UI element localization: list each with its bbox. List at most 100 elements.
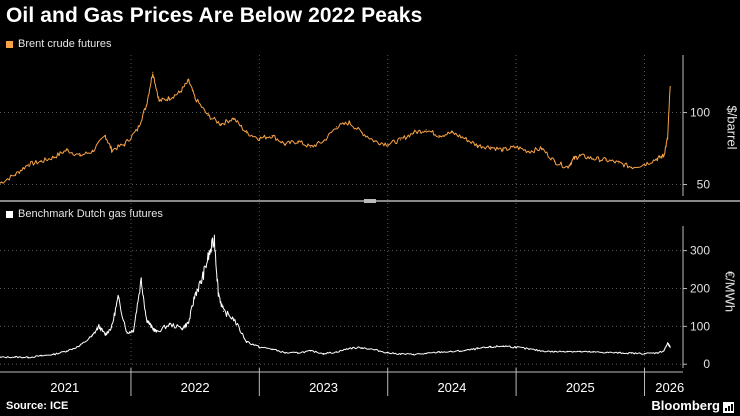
- legend-gas-swatch: [6, 210, 13, 218]
- oil-data-point: [111, 149, 113, 151]
- gas-data-point: [194, 293, 196, 295]
- gas-data-point: [502, 345, 504, 347]
- gas-data-point: [335, 351, 337, 353]
- gas-data-point: [656, 352, 658, 354]
- gas-data-point: [271, 348, 273, 350]
- oil-data-point: [554, 160, 556, 163]
- gas-data-point: [53, 353, 55, 355]
- oil-data-point: [0, 182, 1, 184]
- gas-data-point: [669, 346, 671, 348]
- gas-data-point: [233, 318, 235, 320]
- oil-data-point: [663, 155, 665, 157]
- oil-data-point: [40, 160, 42, 163]
- gas-data-point: [554, 351, 556, 353]
- oil-data-point: [66, 149, 68, 151]
- oil-data-point: [158, 100, 160, 102]
- oil-data-point: [335, 126, 337, 128]
- gas-data-point: [310, 350, 312, 352]
- gas-data-point: [387, 352, 389, 354]
- gas-data-point: [374, 349, 376, 351]
- gas-data-point: [150, 326, 153, 328]
- gas-tick-label-200: 200: [690, 281, 710, 295]
- gas-data-point: [217, 291, 219, 293]
- oil-data-point: [14, 173, 16, 175]
- gas-data-point: [348, 347, 350, 349]
- oil-data-point: [477, 145, 479, 147]
- legend-oil-swatch: [6, 40, 13, 48]
- gas-data-point: [168, 323, 171, 326]
- gas-data-point: [91, 335, 93, 337]
- oil-data-point: [667, 137, 669, 139]
- oil-data-point: [400, 139, 402, 141]
- oil-data-point: [271, 135, 273, 137]
- gas-data-point: [515, 346, 517, 348]
- legend-gas-label: Benchmark Dutch gas futures: [18, 208, 163, 220]
- oil-data-point: [194, 97, 196, 99]
- oil-data-point: [168, 97, 171, 99]
- oil-tick-label-100: 100: [690, 106, 710, 120]
- oil-data-point: [464, 137, 466, 139]
- gas-data-point: [477, 348, 479, 350]
- x-tick-label-2024: 2024: [437, 380, 466, 395]
- oil-data-point: [438, 135, 440, 137]
- oil-data-point: [136, 129, 138, 131]
- oil-data-point: [233, 117, 235, 119]
- oil-data-point: [348, 122, 350, 124]
- gas-data-point: [667, 342, 669, 344]
- oil-data-point: [258, 137, 260, 139]
- oil-data-point: [515, 146, 517, 148]
- gas-data-point: [111, 326, 113, 328]
- gas-series-line: [0, 234, 671, 359]
- gas-data-point: [425, 353, 427, 355]
- gas-data-point: [14, 356, 16, 358]
- gas-data-point: [464, 350, 466, 352]
- oil-data-point: [220, 123, 222, 125]
- gas-data-point: [98, 325, 100, 327]
- x-tick-label-2021: 2021: [50, 380, 79, 395]
- gas-data-point: [145, 318, 147, 320]
- oil-data-point: [566, 166, 569, 168]
- oil-y-axis-unit: $/barrel: [724, 105, 740, 150]
- gas-data-point: [104, 334, 106, 336]
- oil-data-point: [104, 135, 106, 137]
- legend-oil: Brent crude futures: [6, 38, 112, 50]
- oil-series-line: [0, 73, 671, 184]
- gas-data-point: [541, 350, 543, 352]
- gas-data-point: [201, 280, 203, 282]
- oil-data-point: [284, 143, 286, 145]
- gas-data-point: [140, 278, 142, 280]
- oil-data-point: [322, 140, 325, 142]
- gas-data-point: [188, 322, 190, 324]
- gas-data-point: [605, 351, 607, 354]
- oil-data-point: [374, 140, 376, 142]
- gas-data-point: [126, 332, 128, 334]
- legend-oil-label: Brent crude futures: [18, 38, 112, 50]
- panel-divider-handle: [364, 199, 376, 203]
- gas-tick-label-0: 0: [703, 357, 710, 371]
- oil-data-point: [188, 80, 190, 82]
- oil-data-point: [528, 150, 530, 152]
- oil-data-point: [605, 159, 607, 161]
- x-tick-label-2022: 2022: [181, 380, 210, 395]
- oil-data-point: [425, 129, 427, 131]
- oil-data-point: [631, 166, 633, 168]
- bloomberg-logo: Bloomberg: [651, 398, 720, 413]
- gas-data-point: [40, 355, 42, 357]
- oil-data-point: [573, 158, 575, 160]
- gas-data-point: [361, 347, 363, 349]
- gas-data-point: [222, 310, 224, 312]
- gas-data-point: [156, 331, 158, 333]
- gas-data-point: [258, 346, 260, 348]
- oil-data-point: [152, 71, 154, 73]
- bloomberg-chart-icon: [723, 402, 734, 413]
- gas-data-point: [0, 356, 1, 358]
- gas-data-point: [643, 353, 646, 355]
- oil-data-point: [451, 132, 453, 134]
- gas-data-point: [27, 356, 29, 358]
- oil-data-point: [297, 140, 299, 142]
- gas-data-point: [284, 352, 286, 354]
- gas-data-point: [566, 350, 569, 352]
- oil-data-point: [502, 149, 504, 151]
- gas-data-point: [79, 345, 81, 347]
